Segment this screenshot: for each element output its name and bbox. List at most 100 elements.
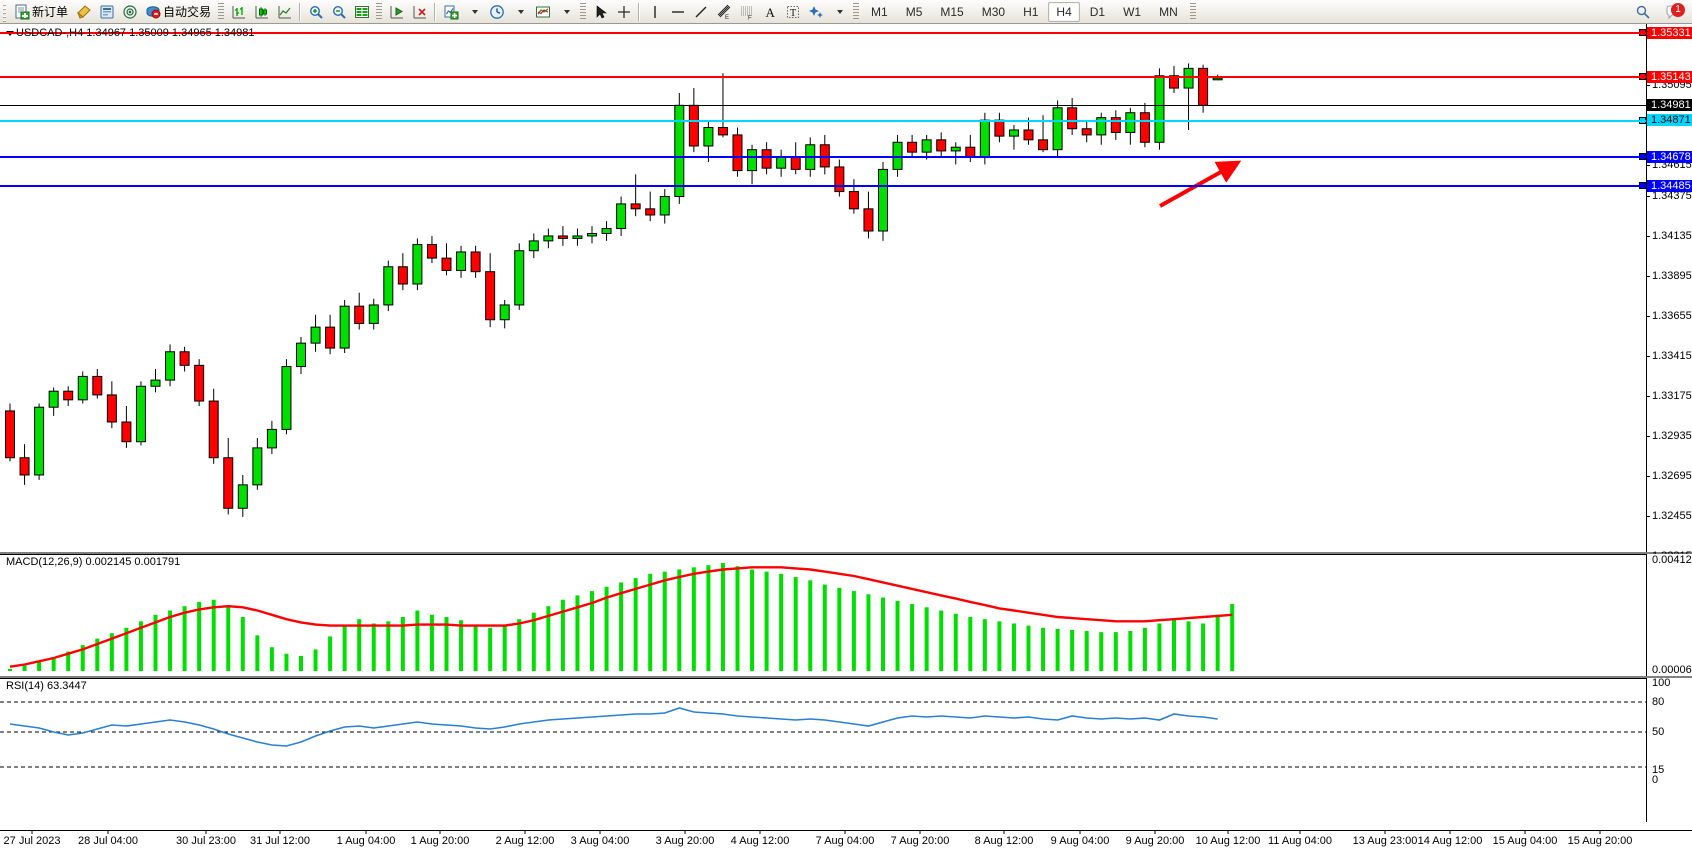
timeframe-mn[interactable]: MN xyxy=(1159,5,1178,19)
time-tick-label: 1 Aug 04:00 xyxy=(336,835,396,847)
time-axis[interactable]: 27 Jul 2023 28 Jul 04:00 30 Jul 23:00 31 Ju… xyxy=(0,830,1692,850)
text-label-button[interactable]: T xyxy=(781,1,804,23)
auto-trading-button[interactable]: 自动交易 xyxy=(141,1,215,23)
periodicity-button[interactable] xyxy=(485,1,508,23)
zoom-in-button[interactable] xyxy=(304,1,327,23)
arrows-button[interactable] xyxy=(804,1,827,23)
market-watch-button[interactable] xyxy=(118,1,141,23)
notifications-button[interactable]: 1 xyxy=(1658,1,1688,23)
time-tick-mark xyxy=(1154,831,1156,834)
macd-top-border xyxy=(0,554,1646,555)
fibonacci-button[interactable]: F xyxy=(735,1,758,23)
trendline-button[interactable] xyxy=(689,1,712,23)
time-tick-mark xyxy=(1599,831,1601,834)
arrows-icon xyxy=(808,4,824,20)
timeframe-d1[interactable]: D1 xyxy=(1089,5,1106,19)
macd-pane-divider[interactable] xyxy=(0,552,1692,554)
chevron-down-icon xyxy=(563,9,570,14)
price-level-flag-1-34871[interactable]: 1.34871 xyxy=(1647,114,1692,126)
symbol-ohlc-label: USDCAD-,H4 1.34967 1.35009 1.34965 1.349… xyxy=(16,27,255,39)
zoom-out-button[interactable] xyxy=(327,1,350,23)
notification-count: 1 xyxy=(1671,2,1685,17)
timeframe-m5[interactable]: M5 xyxy=(905,5,923,19)
timeframe-h1[interactable]: H1 xyxy=(1023,5,1039,19)
rsi-axis[interactable]: 100 80 50 15 0 xyxy=(1646,678,1692,822)
text-tool-button[interactable]: A xyxy=(758,1,781,23)
chart-container[interactable]: USDCAD-,H4 1.34967 1.35009 1.34965 1.349… xyxy=(0,24,1692,850)
time-tick-mark xyxy=(1079,831,1081,834)
horizontal-line-button[interactable] xyxy=(666,1,689,23)
clock-icon xyxy=(489,4,505,20)
price-level-flag-1-35331[interactable]: 1.35331 xyxy=(1647,27,1692,39)
timeframe-group: M1 M5 M15 M30 H1 H4 D1 W1 MN xyxy=(862,1,1187,22)
toolbar-grip-6[interactable] xyxy=(1189,2,1196,21)
arrow-annotation[interactable] xyxy=(0,24,1646,552)
chevron-down-icon xyxy=(517,9,524,14)
timeframe-m30[interactable]: M30 xyxy=(981,5,1006,19)
arrows-dropdown[interactable] xyxy=(827,1,850,23)
price-line-1-35331[interactable] xyxy=(0,32,1646,34)
svg-text:A: A xyxy=(765,5,775,20)
price-level-flag-1-34485[interactable]: 1.34485 xyxy=(1647,180,1692,192)
data-window-button[interactable] xyxy=(350,1,373,23)
timeframe-w1[interactable]: W1 xyxy=(1123,5,1142,19)
price-line-1-34871[interactable] xyxy=(0,120,1646,122)
macd-series xyxy=(8,563,1235,671)
price-tick: 1.34615 xyxy=(1647,160,1692,171)
time-tick-mark xyxy=(1449,831,1451,834)
auto-trading-label: 自动交易 xyxy=(163,5,212,19)
candlestick-icon xyxy=(254,4,270,20)
equidistant-channel-button[interactable]: E xyxy=(712,1,735,23)
rsi-pane-divider[interactable] xyxy=(0,676,1692,678)
toolbar-grip-5[interactable] xyxy=(853,2,860,21)
templates-button[interactable] xyxy=(531,1,554,23)
candlestick-chart-button[interactable] xyxy=(250,1,273,23)
strategy-tester-button[interactable] xyxy=(95,1,118,23)
toolbar-grip-3[interactable] xyxy=(376,2,383,21)
svg-text:T: T xyxy=(790,8,796,19)
toolbar-grip-1[interactable] xyxy=(1,1,8,22)
text-label-icon: T xyxy=(785,4,801,20)
toolbar-grip-4[interactable] xyxy=(580,2,587,21)
price-axis[interactable]: 1.35095 1.34615 1.34375 1.34135 1.33895 … xyxy=(1646,24,1692,602)
price-level-flag-1-34678[interactable]: 1.34678 xyxy=(1647,151,1692,163)
price-tick: 1.34135 xyxy=(1647,231,1692,242)
new-order-button[interactable]: 新订单 xyxy=(10,1,72,23)
rsi-series xyxy=(0,701,1646,768)
price-line-1-35143[interactable] xyxy=(0,76,1646,78)
time-tick-mark xyxy=(439,831,441,834)
templates-dropdown[interactable] xyxy=(554,1,577,23)
periodicity-dropdown[interactable] xyxy=(508,1,531,23)
chart-shift-button[interactable] xyxy=(408,1,431,23)
toolbar-grip-2[interactable] xyxy=(218,2,225,21)
metaeditor-button[interactable] xyxy=(72,1,95,23)
price-level-flag-1-35143[interactable]: 1.35143 xyxy=(1647,71,1692,83)
timeframe-m15[interactable]: M15 xyxy=(940,5,964,19)
rsi-pane[interactable]: RSI(14) 63.3447 100 80 50 15 0 xyxy=(0,678,1692,822)
bar-chart-button[interactable] xyxy=(227,1,250,23)
indicators-button[interactable] xyxy=(439,1,462,23)
timeframe-h4[interactable]: H4 xyxy=(1048,1,1080,22)
price-line-1-34981-current xyxy=(0,105,1646,106)
new-order-label: 新订单 xyxy=(32,5,69,19)
vertical-line-button[interactable] xyxy=(643,1,666,23)
price-tick: 1.33415 xyxy=(1647,351,1692,362)
macd-pane[interactable]: MACD(12,26,9) 0.002145 0.001791 0.004121… xyxy=(0,554,1692,676)
price-pane[interactable]: USDCAD-,H4 1.34967 1.35009 1.34965 1.349… xyxy=(0,24,1692,602)
crosshair-icon xyxy=(616,4,632,20)
macd-label: MACD(12,26,9) 0.002145 0.001791 xyxy=(6,556,181,568)
time-tick-label: 9 Aug 04:00 xyxy=(1050,835,1110,847)
crosshair-tool-button[interactable] xyxy=(612,1,635,23)
line-chart-button[interactable] xyxy=(273,1,296,23)
timeframe-m1[interactable]: M1 xyxy=(871,5,888,19)
cursor-tool-button[interactable] xyxy=(589,1,612,23)
search-button[interactable] xyxy=(1631,1,1654,23)
toolbar-separator-3 xyxy=(638,2,641,21)
indicators-dropdown[interactable] xyxy=(462,1,485,23)
auto-scroll-button[interactable] xyxy=(385,1,408,23)
price-tick: 1.35095 xyxy=(1647,80,1692,91)
price-line-1-34485[interactable] xyxy=(0,185,1646,187)
price-line-1-34678[interactable] xyxy=(0,156,1646,158)
macd-axis[interactable]: 0.004121 0.000064 xyxy=(1646,554,1692,676)
time-tick-label: 2 Aug 12:00 xyxy=(495,835,555,847)
